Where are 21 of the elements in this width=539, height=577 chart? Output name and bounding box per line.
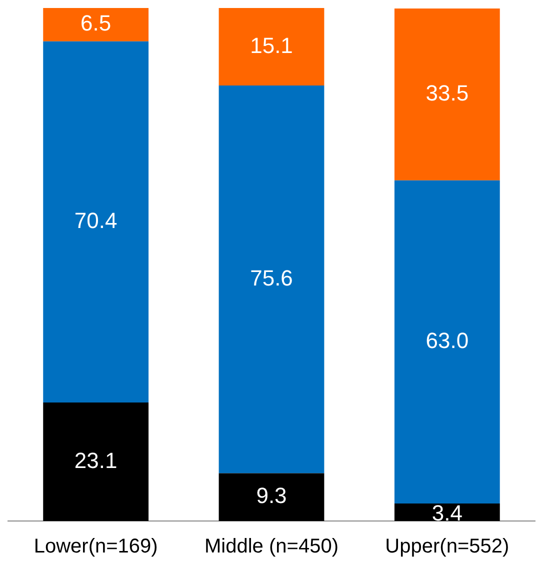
bar [394,504,500,521]
data-label: 33.5 [426,80,469,106]
data-label: 75.6 [250,265,293,290]
data-label: 70.4 [74,208,118,233]
data-label: 23.1 [74,448,118,473]
bar [218,8,324,86]
data-label: 6.5 [80,10,112,36]
bar [43,8,149,42]
data-label: 9.3 [256,483,287,508]
x-tick-label: Lower(n=169) [34,536,158,558]
data-label: 15.1 [250,32,293,58]
bar [43,41,149,402]
x-tick-label: Upper(n=552) [385,536,510,558]
bar [43,402,149,521]
bar [218,473,324,521]
data-label: 3.4 [432,500,462,526]
bar [218,85,324,474]
bar [394,8,500,180]
data-label: 63.0 [426,328,469,354]
x-tick-label: Middle (n=450) [204,536,338,558]
bar [394,180,500,504]
